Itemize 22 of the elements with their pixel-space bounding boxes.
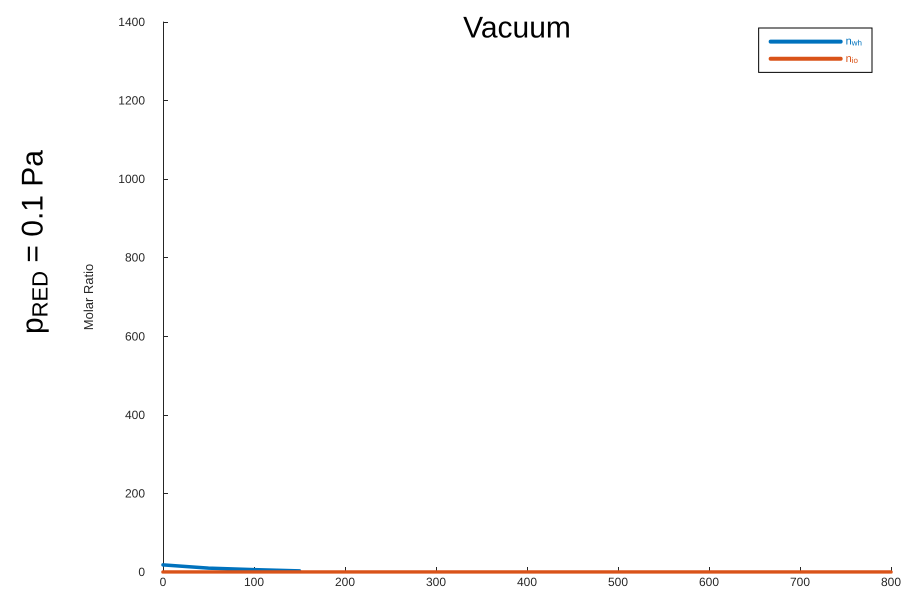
x-tick-label: 300	[426, 575, 446, 589]
text: nio	[846, 52, 859, 65]
x-tick-label: 700	[790, 575, 810, 589]
y-tick-label: 1000	[118, 172, 146, 186]
text: nwh	[846, 36, 862, 48]
y-tick-label: 600	[124, 329, 146, 344]
x-tick-label: 100	[244, 575, 264, 589]
y-axis-title: Molar Ratio	[81, 264, 96, 330]
y-tick-label: 1400	[118, 15, 146, 29]
y-tick-label: 800	[124, 250, 146, 265]
x-tick-label: 0	[160, 575, 167, 589]
x-tick-label: 500	[608, 575, 628, 589]
x-tick-label: 200	[334, 575, 356, 589]
y-tick-label: 1200	[118, 94, 146, 108]
y-tick-label: 0	[138, 565, 146, 579]
y-tick-label: 400	[124, 408, 146, 422]
text: pRED = 0.1 Pa	[16, 150, 52, 334]
x-tick-label: 800	[880, 575, 902, 589]
y-tick-label: 200	[124, 486, 146, 500]
x-tick-label: 600	[698, 575, 720, 589]
chart-title: Vacuum	[463, 12, 571, 44]
x-tick-label: 400	[516, 575, 538, 589]
